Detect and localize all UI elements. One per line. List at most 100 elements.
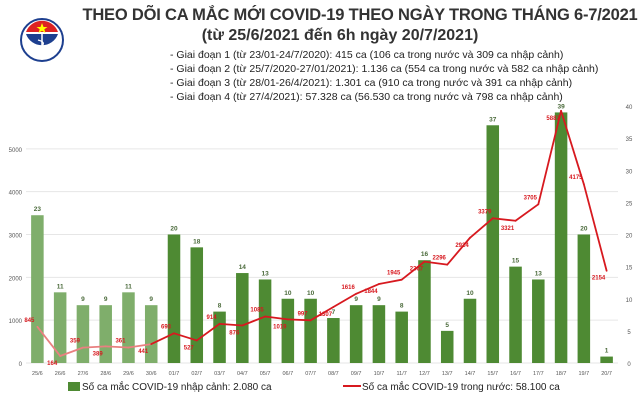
line-segment xyxy=(355,283,380,295)
legend-bar-label: Số ca mắc COVID-19 nhập cảnh: 2.080 ca xyxy=(82,380,272,393)
bar xyxy=(327,318,340,363)
x-axis-tick: 12/7 xyxy=(419,371,430,377)
ministry-of-health-logo xyxy=(20,10,64,74)
bar xyxy=(349,305,363,363)
bar-label: 20 xyxy=(580,226,588,233)
line-label: 1307 xyxy=(319,312,333,318)
bar-label: 5 xyxy=(445,322,449,329)
bar-label: 23 xyxy=(34,206,42,213)
right-axis-tick: 10 xyxy=(626,298,633,304)
line-segment xyxy=(241,315,266,327)
x-axis-tick: 25/6 xyxy=(32,371,43,377)
bar-label: 13 xyxy=(261,270,269,277)
line-label: 3379 xyxy=(478,209,492,215)
stage-note: - Giai đoạn 4 (từ 27/4/2021): 57.328 ca … xyxy=(170,91,563,103)
x-axis-tick: 15/7 xyxy=(487,371,498,377)
bar xyxy=(99,305,112,363)
x-axis-tick: 08/7 xyxy=(328,371,339,377)
line-label: 5887 xyxy=(546,116,560,122)
bar xyxy=(463,298,477,363)
right-axis-tick: 30 xyxy=(626,169,633,175)
bar-label: 9 xyxy=(81,296,85,303)
line-segment xyxy=(104,345,130,349)
bar-label: 10 xyxy=(284,290,292,297)
line-segment xyxy=(537,109,562,206)
x-axis-tick: 17/7 xyxy=(533,371,544,377)
bar-label: 37 xyxy=(489,116,497,123)
x-axis-tick: 19/7 xyxy=(578,371,589,377)
x-axis-tick: 14/7 xyxy=(465,371,476,377)
line-label: 1945 xyxy=(387,271,401,277)
line-label: 389 xyxy=(93,351,104,357)
right-axis-tick: 5 xyxy=(627,330,631,336)
bar xyxy=(532,279,545,363)
bar-label: 13 xyxy=(535,270,543,277)
line-label: 4175 xyxy=(569,175,583,181)
line-segment xyxy=(423,260,449,266)
line-label: 914 xyxy=(207,315,218,321)
bar xyxy=(372,305,386,363)
line-segment xyxy=(560,109,585,186)
x-axis-tick: 10/7 xyxy=(374,371,385,377)
line-label: 359 xyxy=(70,339,81,345)
x-axis-tick: 16/7 xyxy=(510,371,521,377)
line-label: 2367 xyxy=(410,267,424,273)
bar xyxy=(304,298,317,363)
legend-line-label: Số ca mắc COVID-19 trong nước: 58.100 ca xyxy=(362,380,560,393)
x-axis-tick: 04/7 xyxy=(237,371,248,377)
x-axis-tick: 11/7 xyxy=(397,371,407,377)
line-label: 876 xyxy=(229,330,240,336)
stage-notes: - Giai đoạn 1 (từ 23/01-24/7/2020): 415 … xyxy=(170,48,598,104)
x-axis-tick: 13/7 xyxy=(442,371,453,377)
x-axis-tick: 29/6 xyxy=(123,371,134,377)
bar-label: 8 xyxy=(218,303,222,310)
line-segment xyxy=(218,322,244,327)
line-segment xyxy=(150,332,175,346)
x-axis-tick: 18/7 xyxy=(556,371,567,377)
bar xyxy=(486,125,500,364)
bar xyxy=(258,279,272,363)
line-segment xyxy=(514,203,540,222)
bar-label: 8 xyxy=(400,303,404,310)
x-axis-tick: 03/7 xyxy=(214,371,225,377)
right-axis-tick: 20 xyxy=(626,234,633,240)
x-axis-tick: 28/6 xyxy=(100,371,111,377)
line-label: 2154 xyxy=(592,276,606,282)
right-axis-tick: 15 xyxy=(626,266,633,272)
line-label: 3321 xyxy=(501,226,515,232)
line-segment xyxy=(332,292,358,308)
line-label: 1085 xyxy=(250,308,264,314)
stage-note: - Giai đoạn 2 (từ 25/7/2020-27/01/2021):… xyxy=(170,63,599,75)
bar-label: 11 xyxy=(57,283,64,290)
x-axis-tick: 26/6 xyxy=(55,371,66,377)
bar xyxy=(190,247,204,363)
left-axis-tick: 0 xyxy=(19,362,23,368)
line-label: 997 xyxy=(298,311,309,317)
line-segment xyxy=(582,183,608,272)
left-axis-tick: 1000 xyxy=(9,319,23,325)
bar xyxy=(31,215,44,363)
bar xyxy=(554,112,568,363)
line-segment xyxy=(173,332,198,342)
right-axis-tick: 25 xyxy=(626,201,633,207)
bar xyxy=(76,305,90,363)
x-axis-tick: 09/7 xyxy=(351,371,362,377)
stage-note: - Giai đoạn 1 (từ 23/01-24/7/2020): 415 … xyxy=(170,49,564,61)
bar xyxy=(440,330,454,363)
bar-label: 39 xyxy=(557,103,565,110)
x-axis-tick: 20/7 xyxy=(601,371,612,377)
bar-label: 16 xyxy=(421,251,429,258)
line-segment xyxy=(36,325,62,357)
line-label: 441 xyxy=(138,349,149,355)
line-segment xyxy=(286,318,312,322)
line-label: 527 xyxy=(184,345,195,351)
x-axis-tick: 07/7 xyxy=(305,371,316,377)
line-segment xyxy=(264,315,289,321)
line-label: 2924 xyxy=(455,243,469,249)
x-axis-tick: 27/6 xyxy=(78,371,89,377)
x-axis-tick: 30/6 xyxy=(146,371,157,377)
chart-title: THEO DÕI CA MẮC MỚI COVID-19 THEO NGÀY T… xyxy=(82,6,638,24)
line-segment xyxy=(469,217,494,239)
bar-label: 18 xyxy=(193,238,201,245)
